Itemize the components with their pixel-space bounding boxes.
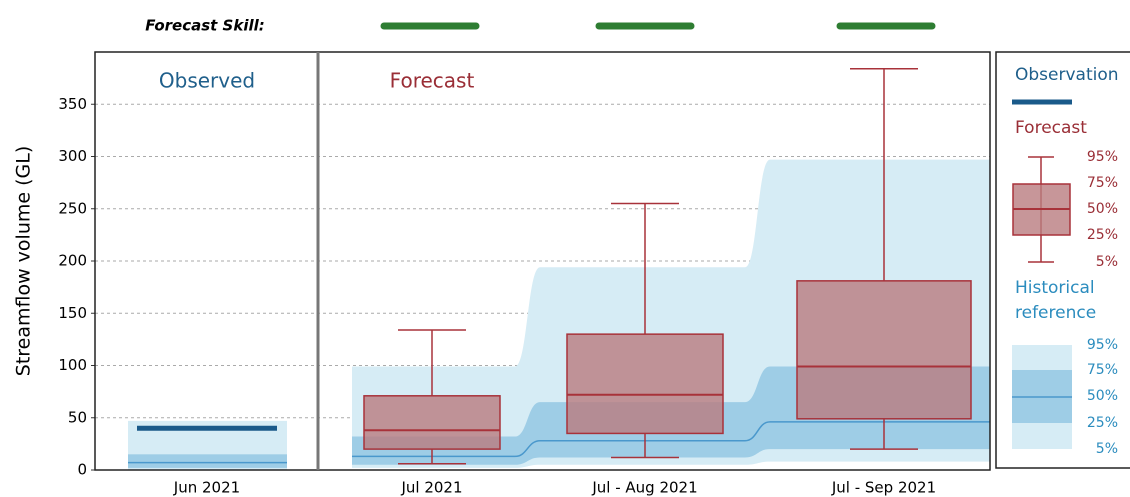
legend-level: 25% xyxy=(1087,415,1118,431)
legend-level: 95% xyxy=(1087,337,1118,353)
y-tick-label: 200 xyxy=(58,252,87,270)
legend-level: 25% xyxy=(1087,227,1118,243)
legend-frame xyxy=(995,51,1130,469)
box xyxy=(796,280,972,420)
y-tick-label: 350 xyxy=(58,95,87,113)
y-tick-label: 150 xyxy=(58,304,87,322)
x-tick-label: Jul - Sep 2021 xyxy=(831,479,936,497)
panel-label: Observed xyxy=(159,69,255,93)
y-axis-label: Streamflow volume (GL) xyxy=(13,146,35,376)
legend-level: 50% xyxy=(1087,388,1118,404)
y-tick-label: 50 xyxy=(68,408,87,426)
y-tick-label: 0 xyxy=(77,461,87,479)
legend-label: Forecast xyxy=(1015,118,1087,138)
legend-label: Historical reference xyxy=(1015,278,1097,323)
legend-level: 50% xyxy=(1087,201,1118,217)
y-tick-label: 100 xyxy=(58,356,87,374)
legend-label: Observation xyxy=(1015,65,1119,85)
legend-level: 75% xyxy=(1087,362,1118,378)
legend-level: 75% xyxy=(1087,175,1118,191)
y-tick-label: 300 xyxy=(58,147,87,165)
x-tick-label: Jul 2021 xyxy=(400,479,462,497)
legend-level: 5% xyxy=(1096,441,1118,457)
y-tick-label: 250 xyxy=(58,199,87,217)
legend-level: 5% xyxy=(1096,254,1118,270)
box xyxy=(363,395,501,450)
legend-level: 95% xyxy=(1087,149,1118,165)
x-tick-label: Jun 2021 xyxy=(173,479,240,497)
panel-label: Forecast xyxy=(390,69,475,93)
hist-median xyxy=(352,421,990,458)
box xyxy=(566,333,724,435)
plot-frame xyxy=(94,51,991,471)
skill-label: Forecast Skill: xyxy=(145,17,265,35)
hist-band-inner xyxy=(128,454,287,468)
x-tick-label: Jul - Aug 2021 xyxy=(591,479,697,497)
